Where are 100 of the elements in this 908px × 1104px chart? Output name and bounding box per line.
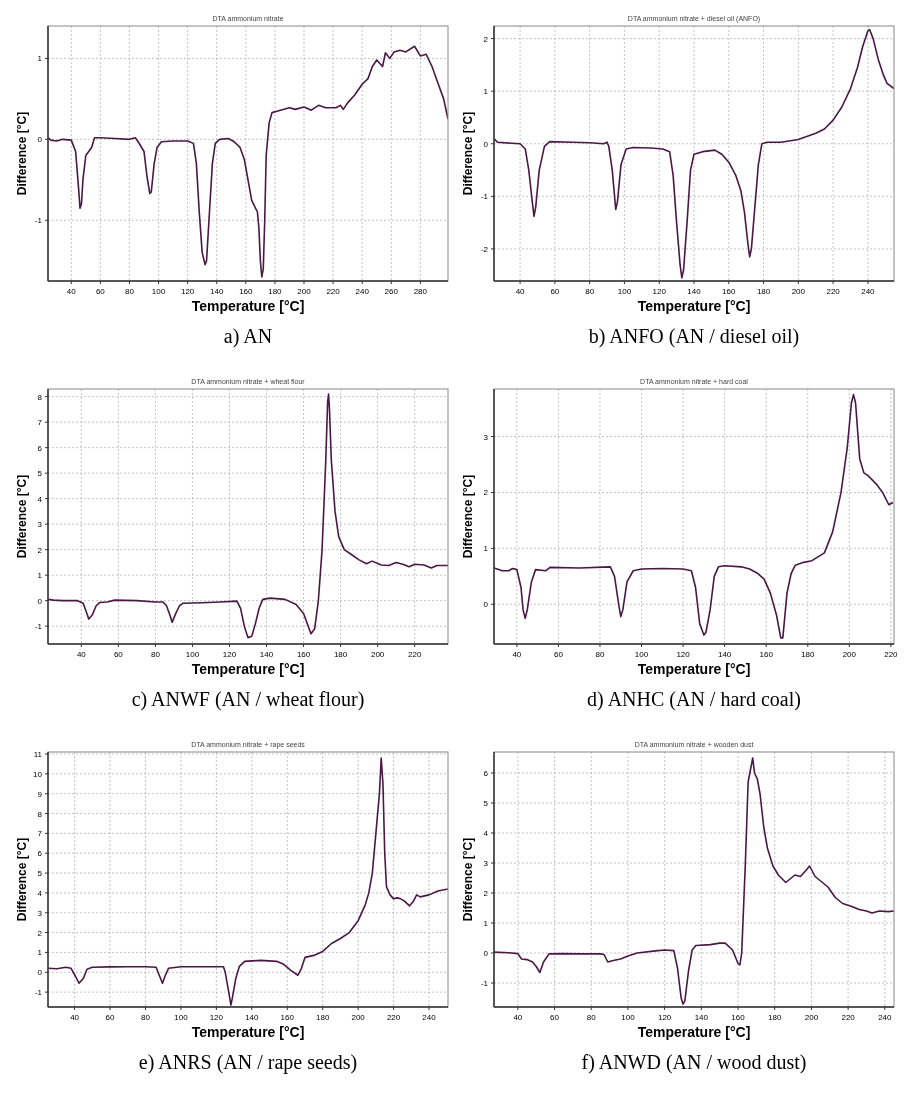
y-tick-label: 0 bbox=[483, 600, 489, 610]
x-axis-title: Temperature [°C] bbox=[191, 1024, 305, 1040]
line-series bbox=[494, 28, 894, 279]
y-axis-title: Difference [°C] bbox=[15, 837, 29, 922]
y-tick-label: 5 bbox=[37, 469, 43, 479]
y-tick-label: -1 bbox=[34, 988, 43, 998]
y-tick-label: 3 bbox=[37, 520, 43, 530]
y-tick-label: 10 bbox=[33, 769, 43, 779]
x-tick-label: 180 bbox=[768, 1013, 782, 1022]
x-tick-label: 60 bbox=[550, 287, 560, 296]
y-tick-label: 7 bbox=[37, 418, 43, 428]
x-tick-label: 100 bbox=[617, 287, 632, 296]
x-tick-label: 100 bbox=[634, 650, 649, 659]
y-tick-label: 0 bbox=[37, 135, 43, 145]
y-tick-label: 1 bbox=[483, 919, 489, 928]
x-tick-label: 140 bbox=[210, 287, 224, 296]
y-tick-label: 5 bbox=[483, 799, 489, 808]
x-tick-label: 180 bbox=[801, 650, 815, 659]
x-tick-label: 240 bbox=[422, 1013, 437, 1022]
x-tick-label: 220 bbox=[386, 1013, 401, 1022]
x-tick-label: 100 bbox=[621, 1013, 636, 1022]
x-tick-label: 160 bbox=[296, 650, 311, 659]
text: c) ANWF (AN / wheat flour) bbox=[131, 688, 365, 711]
x-tick-label: 80 bbox=[585, 287, 595, 296]
y-tick-label: 2 bbox=[37, 545, 43, 555]
x-tick-label: 100 bbox=[151, 287, 166, 296]
x-tick-label: 120 bbox=[676, 650, 691, 659]
y-tick-label: 8 bbox=[37, 809, 43, 819]
y-tick-label: 0 bbox=[37, 596, 43, 606]
y-tick-label: 2 bbox=[37, 928, 43, 938]
x-tick-label: 220 bbox=[407, 650, 422, 659]
x-tick-label: 140 bbox=[694, 1013, 709, 1022]
y-tick-label: 3 bbox=[483, 432, 489, 442]
y-axis-title: Difference [°C] bbox=[15, 111, 29, 196]
x-tick-label: 200 bbox=[842, 650, 857, 659]
x-tick-label: 40 bbox=[76, 650, 87, 659]
x-axis-title: Temperature [°C] bbox=[191, 661, 305, 677]
text: b) ANFO (AN / diesel oil) bbox=[588, 325, 800, 348]
y-tick-label: 4 bbox=[37, 494, 43, 504]
text: d) ANHC (AN / hard coal) bbox=[587, 688, 801, 711]
y-axis-title: Difference [°C] bbox=[15, 474, 29, 559]
x-tick-label: 180 bbox=[268, 287, 283, 296]
y-tick-label: 0 bbox=[483, 949, 489, 958]
y-tick-label: 0 bbox=[483, 139, 489, 149]
x-tick-label: 40 bbox=[70, 1013, 80, 1022]
x-tick-label: 220 bbox=[841, 1013, 856, 1022]
y-tick-label: 7 bbox=[37, 829, 43, 839]
x-tick-label: 160 bbox=[239, 287, 254, 296]
x-tick-label: 140 bbox=[245, 1013, 260, 1022]
x-tick-label: 160 bbox=[759, 650, 774, 659]
x-tick-label: 200 bbox=[297, 287, 312, 296]
x-tick-label: 80 bbox=[141, 1013, 151, 1022]
y-tick-label: 2 bbox=[483, 488, 489, 498]
x-tick-label: 240 bbox=[878, 1013, 893, 1022]
x-axis-title: Temperature [°C] bbox=[637, 1024, 751, 1040]
x-tick-label: 180 bbox=[333, 650, 348, 659]
x-tick-label: 80 bbox=[125, 287, 135, 296]
x-tick-label: 240 bbox=[355, 287, 370, 296]
x-tick-label: 40 bbox=[513, 1013, 523, 1022]
x-tick-label: 100 bbox=[174, 1013, 189, 1022]
x-tick-label: 100 bbox=[185, 650, 200, 659]
x-axis-title: Temperature [°C] bbox=[637, 661, 751, 677]
y-axis-title: Difference [°C] bbox=[461, 837, 475, 922]
x-tick-label: 60 bbox=[553, 650, 564, 659]
line-series bbox=[494, 393, 894, 639]
x-tick-label: 200 bbox=[791, 287, 806, 296]
x-tick-label: 60 bbox=[95, 287, 106, 296]
y-tick-label: 0 bbox=[37, 968, 43, 978]
x-tick-label: 200 bbox=[351, 1013, 366, 1022]
y-tick-label: 1 bbox=[37, 54, 43, 64]
x-tick-label: 80 bbox=[595, 650, 605, 659]
x-axis-title: Temperature [°C] bbox=[637, 298, 751, 314]
y-tick-label: 2 bbox=[483, 34, 489, 44]
y-tick-label: -2 bbox=[480, 244, 489, 254]
x-tick-label: 120 bbox=[222, 650, 237, 659]
y-tick-label: 11 bbox=[33, 749, 43, 759]
y-tick-label: 6 bbox=[37, 443, 43, 453]
x-tick-label: 220 bbox=[884, 650, 899, 659]
y-tick-label: 2 bbox=[483, 889, 489, 898]
y-tick-label: 1 bbox=[483, 87, 489, 97]
x-tick-label: 40 bbox=[512, 650, 522, 659]
x-tick-label: 260 bbox=[384, 287, 399, 296]
x-tick-label: 200 bbox=[370, 650, 385, 659]
y-tick-label: 4 bbox=[483, 829, 489, 838]
x-tick-label: 160 bbox=[280, 1013, 295, 1022]
text: f) ANWD (AN / wood dust) bbox=[581, 1051, 807, 1074]
x-tick-label: 220 bbox=[326, 287, 341, 296]
text: e) ANRS (AN / rape seeds) bbox=[138, 1051, 358, 1074]
x-tick-label: 140 bbox=[717, 650, 732, 659]
y-tick-label: 5 bbox=[37, 869, 43, 879]
y-tick-label: 8 bbox=[37, 392, 43, 402]
y-tick-label: -1 bbox=[480, 979, 489, 988]
x-tick-label: 40 bbox=[66, 287, 77, 296]
x-tick-label: 220 bbox=[826, 287, 841, 296]
y-axis-title: Difference [°C] bbox=[461, 474, 475, 559]
y-tick-label: -1 bbox=[480, 192, 489, 202]
x-tick-label: 140 bbox=[687, 287, 702, 296]
line-series bbox=[48, 45, 448, 278]
x-tick-label: 240 bbox=[861, 287, 876, 296]
x-tick-label: 180 bbox=[756, 287, 771, 296]
